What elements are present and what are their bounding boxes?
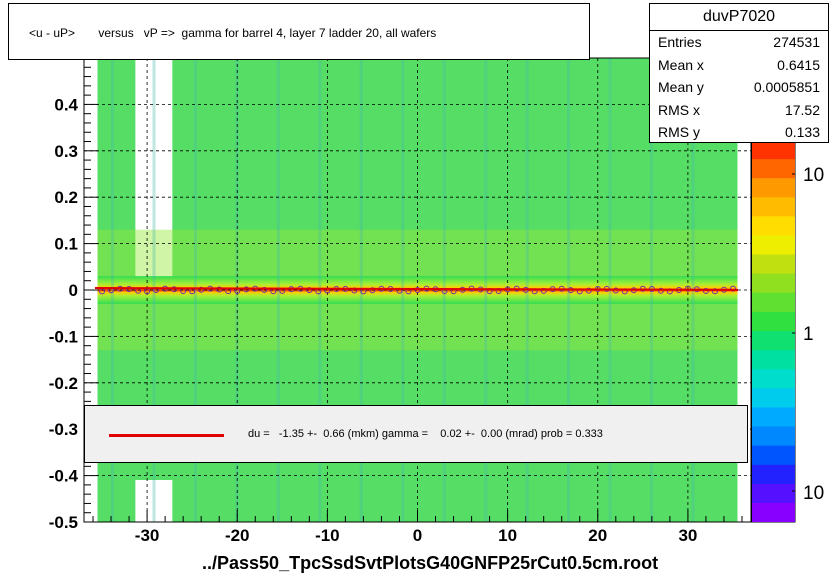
color-scale-steps [752, 140, 795, 522]
stats-key: Mean x [658, 56, 704, 73]
profile-point [216, 286, 223, 293]
profile-point [711, 288, 718, 295]
chart-title: <u - uP> versus vP => gamma for barrel 4… [29, 26, 437, 40]
x-tick-label: 20 [588, 526, 607, 545]
stats-row: Mean y 0.0005851 [650, 76, 828, 99]
stats-box: duvP7020 Entries 274531 Mean x 0.6415 Mean… [649, 3, 829, 143]
stats-key: RMS y [658, 124, 700, 140]
color-step [752, 216, 795, 236]
x-tick-label: -30 [135, 526, 160, 545]
x-tick-label: 30 [678, 526, 697, 545]
heat-gap [135, 58, 173, 278]
profile-point [540, 287, 547, 294]
color-step [752, 350, 795, 370]
profile-point [585, 287, 592, 294]
stats-row: RMS x 17.52 [650, 99, 828, 122]
title-box: <u - uP> versus vP => gamma for barrel 4… [8, 3, 590, 60]
color-step [752, 311, 795, 331]
z-tick-label: 10 [803, 483, 824, 504]
y-tick-label: -0.2 [49, 374, 78, 393]
profile-point [171, 286, 178, 293]
fit-legend: du = -1.35 +- 0.66 (mkm) gamma = 0.02 +-… [84, 405, 748, 463]
y-tick-label: 0.2 [54, 188, 78, 207]
stats-row: Entries 274531 [650, 31, 828, 54]
y-axis: 0.4 0.3 0.2 0.1 0 -0.1 -0.2 -0.3 -0.4 -0.5 [49, 57, 98, 532]
color-step [752, 369, 795, 389]
x-tick-label: 0 [413, 526, 422, 545]
profile-point [261, 286, 268, 293]
stats-key: RMS x [658, 101, 700, 118]
z-tick-label: 1 [803, 324, 814, 345]
stats-value: 17.52 [784, 101, 820, 118]
color-step [752, 426, 795, 446]
x-tick-label: 10 [498, 526, 517, 545]
x-tick-label: -10 [315, 526, 340, 545]
y-tick-label: 0 [69, 281, 78, 300]
x-axis: -30 -20 -10 0 10 20 30 [92, 510, 743, 545]
stats-title: duvP7020 [650, 4, 828, 31]
color-step [752, 464, 795, 484]
fit-line [94, 287, 739, 291]
color-step [752, 502, 795, 522]
heat-gap [135, 480, 173, 522]
stats-row: Mean x 0.6415 [650, 54, 828, 77]
profile-point [684, 285, 691, 292]
color-step [752, 445, 795, 465]
fit-legend-line [109, 434, 224, 437]
heat-stripe [111, 58, 115, 522]
profile-point [198, 286, 205, 293]
stats-value: 0.133 [784, 124, 820, 140]
color-step [752, 254, 795, 274]
stats-value: 274531 [773, 34, 820, 50]
fit-result-text: du = -1.35 +- 0.66 (mkm) gamma = 0.02 +-… [248, 428, 603, 440]
heat-stripe [193, 58, 197, 522]
footer-filename: ../Pass50_TpcSsdSvtPlotsG40GNFP25rCut0.5… [202, 553, 659, 573]
color-step [752, 159, 795, 179]
y-tick-label: -0.1 [49, 327, 78, 346]
profile-point [369, 287, 376, 294]
color-step [752, 483, 795, 503]
y-tick-label: -0.5 [49, 513, 78, 532]
profile-point [702, 287, 709, 294]
y-tick-label: 0.4 [54, 95, 78, 114]
y-tick-label: -0.3 [49, 420, 78, 439]
stats-value: 0.0005851 [753, 79, 820, 95]
stats-key: Mean y [658, 79, 704, 95]
color-step [752, 331, 795, 351]
y-tick-label: -0.4 [49, 467, 79, 486]
color-step [752, 292, 795, 312]
stats-value: 0.6415 [777, 56, 820, 73]
stats-row: RMS y 0.133 [650, 121, 828, 144]
color-step [752, 178, 795, 198]
profile-point [729, 285, 736, 292]
z-tick-label: 10 [803, 165, 824, 186]
color-step [752, 273, 795, 293]
color-step [752, 388, 795, 408]
y-tick-label: 0.1 [54, 235, 78, 254]
color-step [752, 235, 795, 255]
x-tick-label: -20 [225, 526, 250, 545]
color-step [752, 197, 795, 217]
color-step [752, 407, 795, 427]
y-tick-label: 0.3 [54, 142, 78, 161]
stats-key: Entries [658, 34, 702, 50]
profile-point [306, 287, 313, 294]
color-step [752, 140, 795, 160]
